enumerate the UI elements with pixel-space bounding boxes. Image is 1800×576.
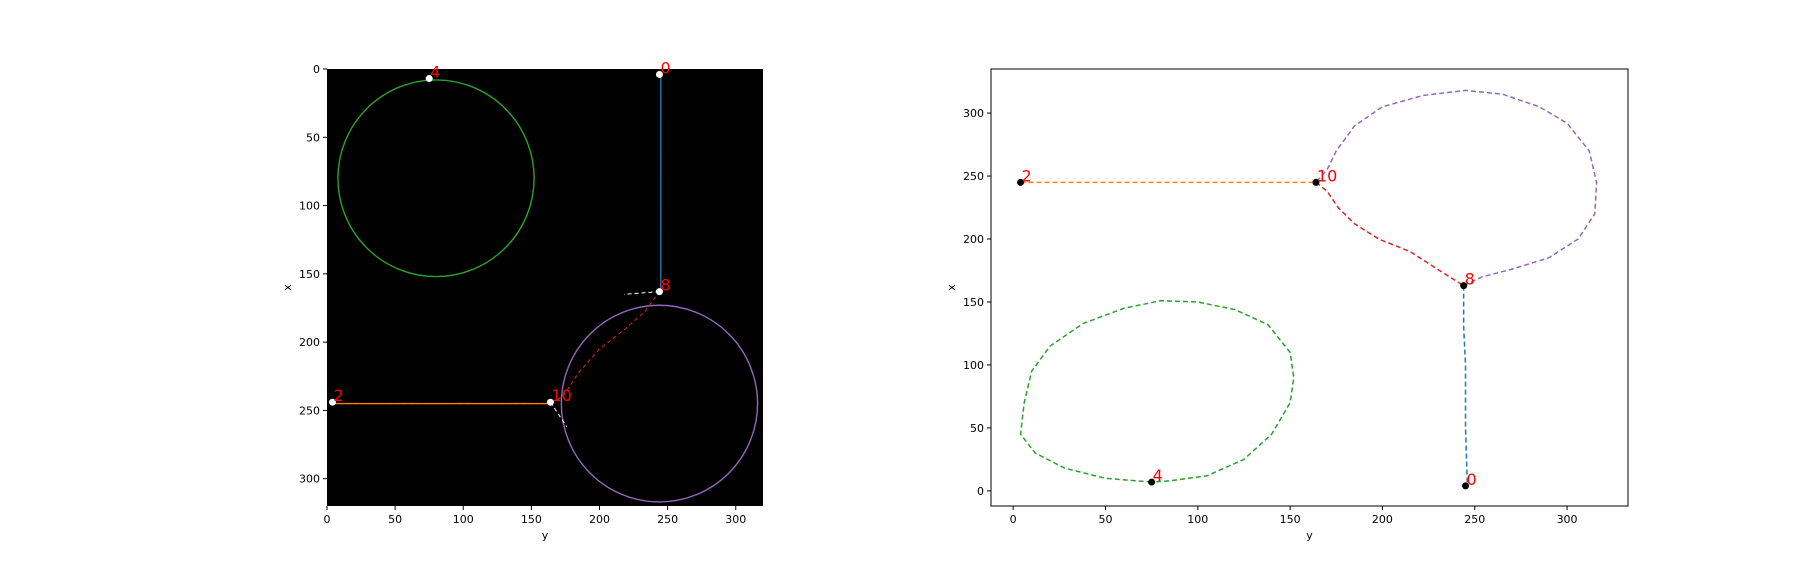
x-axis-ticks: 0 50 100 150 200 250 300	[324, 506, 746, 526]
graph-node-label: 4	[430, 63, 440, 82]
graph-node-label: 2	[1022, 166, 1032, 185]
graph-edges	[1019, 89, 1598, 486]
x-tick-label: 50	[388, 513, 402, 526]
y-tick-label: 100	[299, 200, 320, 213]
x-tick-label: 200	[1372, 513, 1393, 526]
y-tick-label: 0	[313, 63, 320, 76]
graph-node-marker	[328, 398, 336, 406]
x-tick-label: 150	[521, 513, 542, 526]
graph-edge-series	[1315, 89, 1598, 287]
graph-node-label: 10	[551, 386, 571, 405]
graph-node-marker	[1148, 478, 1156, 486]
x-axis-ticks: 0 50 100 150 200 250 300	[1010, 506, 1578, 526]
image-background	[327, 69, 763, 506]
y-tick-label: 150	[963, 296, 984, 309]
graph-node-label: 4	[1153, 466, 1163, 485]
graph-node-label: 10	[1317, 166, 1337, 185]
y-axis-label: x	[945, 284, 958, 291]
x-tick-label: 300	[725, 513, 746, 526]
y-tick-label: 300	[299, 473, 320, 486]
image-panel: 0 4 8 2 10 0 50 100 150 200 250 300 0 50 100 150 200 25…	[281, 58, 763, 542]
plot-frame	[990, 68, 1629, 507]
graph-edge	[550, 291, 660, 403]
y-tick-label: 0	[977, 485, 984, 498]
x-axis-label: y	[1306, 529, 1313, 542]
y-tick-label: 150	[299, 268, 320, 281]
x-tick-label: 0	[324, 513, 331, 526]
graph-edges	[332, 74, 662, 428]
y-tick-label: 250	[963, 170, 984, 183]
image-circle-curve	[560, 304, 759, 503]
graph-edge	[550, 401, 568, 428]
x-tick-label: 50	[1098, 513, 1112, 526]
y-tick-label: 250	[299, 404, 320, 417]
x-tick-label: 150	[1280, 513, 1301, 526]
graph-node-marker	[1017, 178, 1025, 186]
y-tick-label: 50	[970, 422, 984, 435]
x-tick-label: 100	[1187, 513, 1208, 526]
x-tick-label: 200	[589, 513, 610, 526]
graph-node-label: 8	[660, 276, 670, 295]
x-axis-label: y	[542, 529, 549, 542]
y-tick-label: 100	[963, 359, 984, 372]
y-axis-label: x	[281, 284, 294, 291]
y-tick-label: 50	[306, 131, 320, 144]
y-axis-ticks: 0 50 100 150 200 250 300	[963, 107, 991, 498]
graph-node-marker	[425, 75, 433, 83]
graph-node-marker	[655, 288, 663, 296]
y-tick-label: 200	[299, 336, 320, 349]
graph-edge-series	[1315, 181, 1465, 287]
x-tick-label: 250	[1464, 513, 1485, 526]
graph-node-marker	[546, 398, 554, 406]
x-tick-label: 250	[657, 513, 678, 526]
graph-node-marker	[1460, 282, 1468, 290]
graph-node-label: 0	[1467, 470, 1477, 489]
graph-node-label: 0	[660, 58, 670, 77]
y-axis-ticks: 0 50 100 150 200 250 300	[299, 63, 327, 486]
graph-node-marker	[1462, 482, 1470, 490]
graph-nodes: 0 4 8 2 10	[328, 58, 671, 406]
image-circle-curve	[337, 79, 535, 278]
y-tick-label: 200	[963, 233, 984, 246]
x-tick-label: 0	[1010, 513, 1017, 526]
graph-node-label: 8	[1465, 270, 1475, 289]
x-tick-label: 100	[453, 513, 474, 526]
graph-node-marker	[655, 70, 663, 78]
graph-node-label: 2	[333, 386, 343, 405]
y-tick-label: 300	[963, 107, 984, 120]
graph-edge-series	[1019, 299, 1295, 483]
graph-node-marker	[1312, 178, 1320, 186]
graph-edge-series	[1462, 285, 1469, 486]
graph-panel: 0 4 8 2 10 0 50 100 150 200 250 300 0 50 100 150 200 25…	[945, 68, 1629, 542]
x-tick-label: 300	[1557, 513, 1578, 526]
graph-edge	[623, 291, 660, 295]
graph-nodes: 0 4 8 2 10	[1017, 166, 1477, 490]
